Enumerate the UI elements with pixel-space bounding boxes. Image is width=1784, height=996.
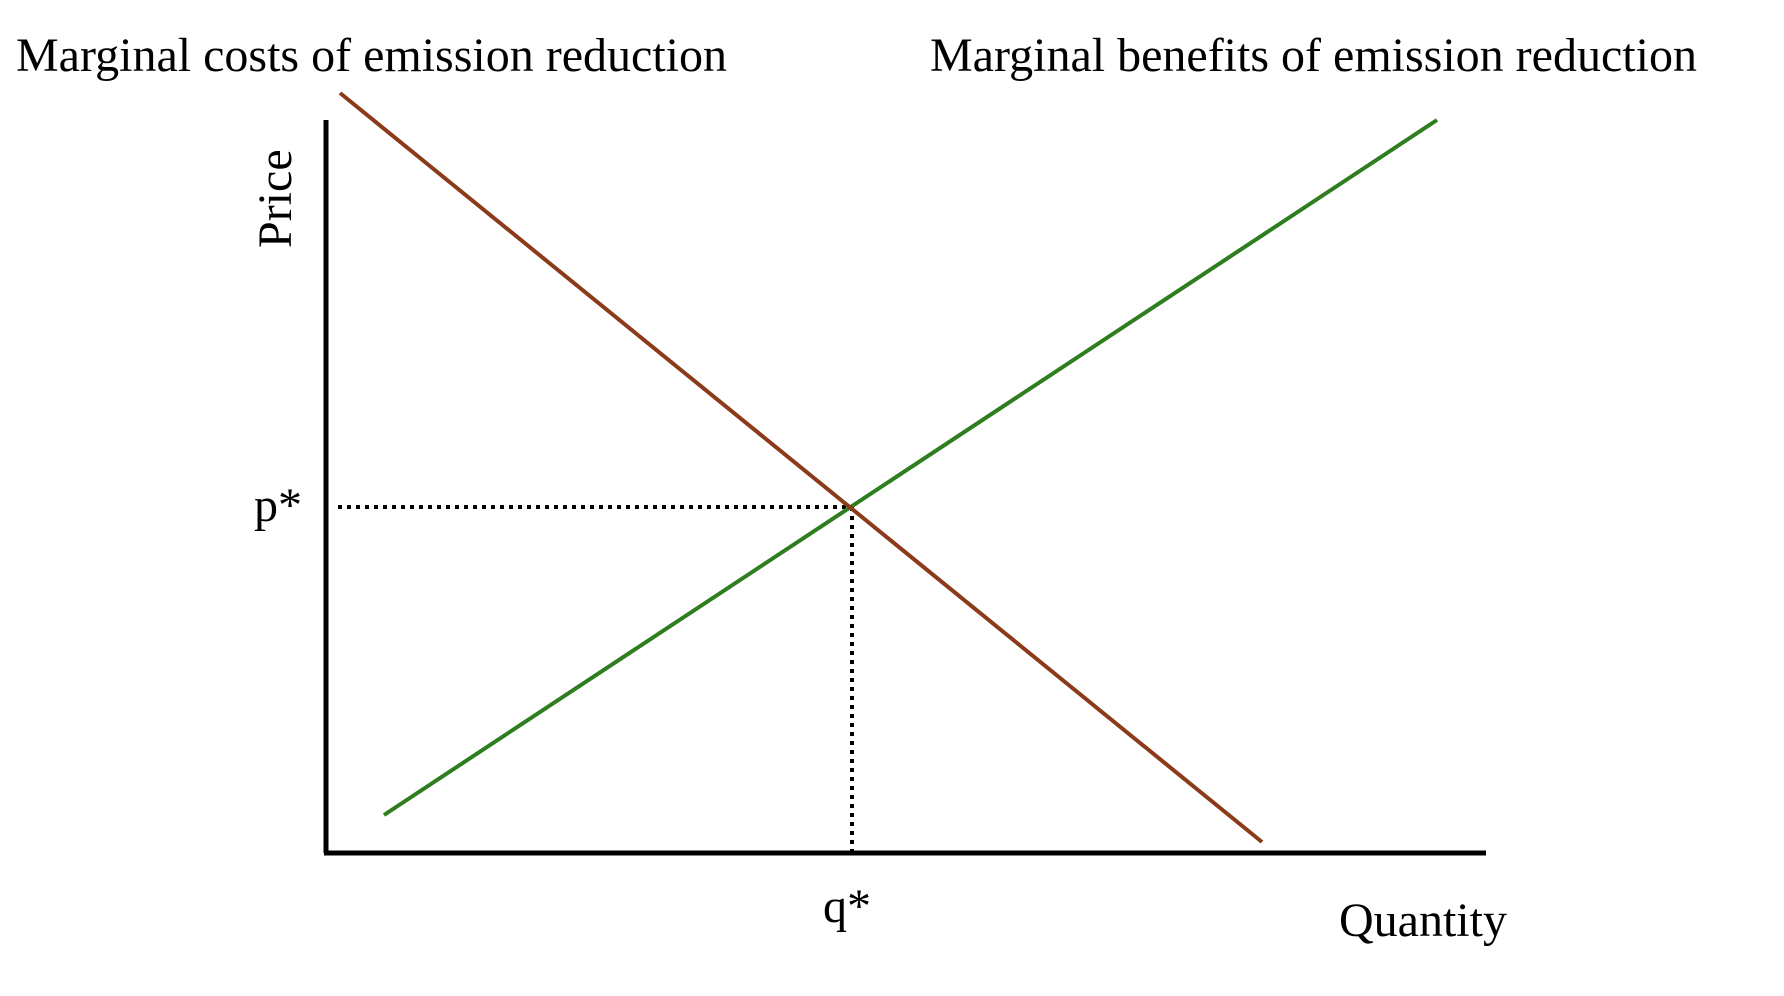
costs-curve xyxy=(338,91,1264,844)
benefits-curve-label: Marginal benefits of emission reduction xyxy=(930,29,1697,82)
quantity-marker-label: q* xyxy=(823,880,871,933)
price-marker-label: p* xyxy=(254,479,302,532)
x-axis-label: Quantity xyxy=(1339,894,1507,947)
costs-curve-label: Marginal costs of emission reduction xyxy=(16,29,727,82)
benefits-curve xyxy=(382,118,1439,817)
y-axis-label: Price xyxy=(249,149,302,248)
